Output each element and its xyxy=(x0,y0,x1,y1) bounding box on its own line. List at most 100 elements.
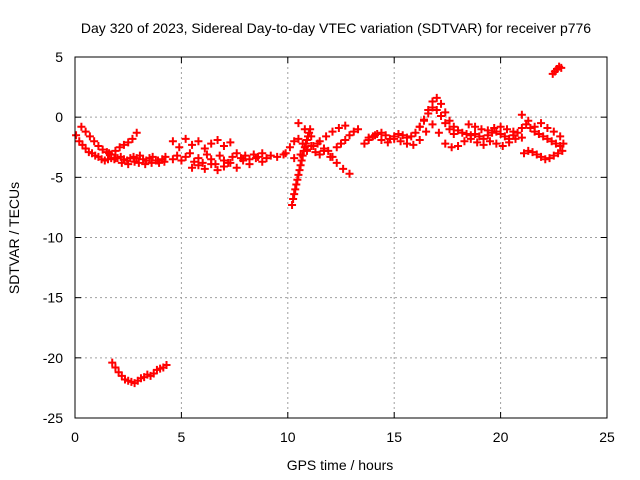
data-point xyxy=(245,160,254,169)
data-point xyxy=(294,119,303,128)
data-point xyxy=(541,155,550,164)
data-point xyxy=(147,158,156,167)
data-point xyxy=(517,133,526,142)
data-point xyxy=(411,128,420,137)
data-point xyxy=(115,143,124,152)
data-point xyxy=(291,185,300,194)
data-point xyxy=(517,123,526,132)
data-point xyxy=(326,152,335,161)
data-point xyxy=(485,137,494,146)
data-point xyxy=(153,156,162,165)
data-point xyxy=(349,127,358,136)
data-point xyxy=(462,130,471,139)
y-tick-label: -15 xyxy=(43,290,63,306)
series-sdtvar xyxy=(72,62,568,388)
data-point xyxy=(128,134,137,143)
data-point xyxy=(445,116,454,125)
data-point xyxy=(396,137,405,146)
data-point xyxy=(194,161,203,170)
data-point xyxy=(543,123,552,132)
data-point xyxy=(556,132,565,141)
data-point xyxy=(81,127,90,136)
data-point xyxy=(360,139,369,148)
data-point xyxy=(524,116,533,125)
x-tick-label: 10 xyxy=(280,429,296,445)
data-point xyxy=(315,137,324,146)
data-point xyxy=(502,125,511,134)
data-point xyxy=(297,156,306,165)
data-point xyxy=(219,142,228,151)
data-point xyxy=(345,131,354,140)
y-tick-label: -25 xyxy=(43,410,63,426)
data-point xyxy=(398,131,407,140)
data-point xyxy=(483,126,492,135)
data-point xyxy=(181,134,190,143)
data-point xyxy=(377,136,386,145)
data-point xyxy=(513,128,522,137)
y-tick-label: 5 xyxy=(55,49,63,65)
data-point xyxy=(364,133,373,142)
data-point xyxy=(262,154,271,163)
data-point xyxy=(471,122,480,131)
data-point xyxy=(539,132,548,141)
data-point xyxy=(273,152,282,161)
data-point xyxy=(296,150,305,159)
data-point xyxy=(290,154,299,163)
data-point xyxy=(202,150,211,159)
y-tick-label: 0 xyxy=(55,109,63,125)
data-point xyxy=(251,154,260,163)
data-point xyxy=(124,138,133,147)
data-point xyxy=(547,137,556,146)
data-point xyxy=(517,110,526,119)
x-tick-label: 0 xyxy=(71,429,79,445)
data-point xyxy=(473,138,482,147)
data-point xyxy=(334,123,343,132)
data-point xyxy=(377,128,386,137)
data-point xyxy=(315,150,324,159)
data-point xyxy=(498,142,507,151)
data-point xyxy=(454,126,463,135)
x-axis-label: GPS time / hours xyxy=(287,457,394,473)
data-point xyxy=(232,163,241,172)
y-tick-label: -5 xyxy=(51,169,64,185)
data-point xyxy=(132,128,141,137)
data-point xyxy=(105,149,114,158)
data-point xyxy=(500,132,509,141)
data-point xyxy=(292,180,301,189)
data-point xyxy=(194,137,203,146)
y-axis-ticks: 5 0 -5 -10 -15 -20 -25 xyxy=(43,49,607,426)
data-point xyxy=(289,194,298,203)
data-point xyxy=(559,139,568,148)
data-point xyxy=(300,125,309,134)
data-point xyxy=(549,151,558,160)
data-point xyxy=(117,158,126,167)
data-point xyxy=(441,139,450,148)
data-point xyxy=(124,160,133,169)
data-point xyxy=(188,163,197,172)
data-point xyxy=(479,140,488,149)
data-point xyxy=(511,134,520,143)
data-point xyxy=(332,143,341,152)
data-point xyxy=(339,164,348,173)
data-point xyxy=(532,150,541,159)
data-point xyxy=(445,125,454,134)
data-point xyxy=(285,143,294,152)
data-point xyxy=(475,132,484,141)
data-point xyxy=(422,127,431,136)
data-point xyxy=(111,363,120,372)
data-point xyxy=(458,128,467,137)
data-point xyxy=(294,134,303,143)
data-point xyxy=(185,149,194,158)
data-point xyxy=(90,137,99,146)
data-point xyxy=(177,156,186,165)
data-point xyxy=(394,130,403,139)
data-point xyxy=(77,122,86,131)
data-point xyxy=(281,149,290,158)
data-point xyxy=(215,151,224,160)
data-point xyxy=(134,158,143,167)
data-point xyxy=(390,134,399,143)
data-point xyxy=(428,120,437,129)
data-point xyxy=(319,146,328,155)
y-tick-label: -20 xyxy=(43,350,63,366)
